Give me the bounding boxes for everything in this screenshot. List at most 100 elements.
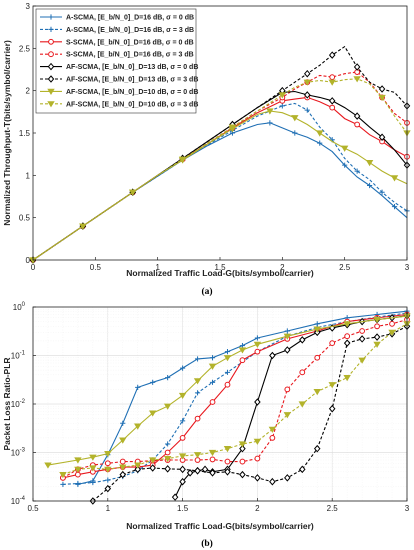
chart-a-series-1-point — [317, 140, 323, 146]
chart-b-series — [44, 308, 411, 505]
chart-a-ytick-label: 2.5 — [19, 44, 31, 53]
legend-swatch-marker — [48, 26, 54, 32]
chart-b-series-7-point — [148, 410, 157, 417]
chart-b-series-6-point — [358, 335, 366, 343]
chart-b-ytick-label: 10-2 — [11, 399, 26, 409]
chart-b-series-7-point — [193, 378, 202, 385]
chart-b-series-8-point — [119, 464, 127, 471]
chart-b-series-8-point — [373, 341, 381, 348]
chart-a-series-2-point — [379, 189, 385, 195]
chart-a-xtick-label: 0 — [31, 263, 36, 272]
chart-b-series-2-point — [60, 481, 66, 487]
chart-b-series-5-point — [171, 493, 179, 501]
chart-a-xtick-label: 3 — [405, 263, 410, 272]
legend-item: A-SCMA, [E_b/N_0]_D=16 dB, σ = 0 dB — [40, 14, 194, 22]
chart-a-series-3-point — [329, 104, 336, 111]
chart-b-series-8-point — [328, 382, 336, 389]
chart-b-series-4-point — [194, 457, 201, 463]
chart-b-series-1-line — [77, 310, 408, 485]
chart-b-ytick-label: 10-4 — [11, 496, 26, 506]
chart-b-ticks: 0.5 1 1.5 2 2.5 3 10-4 10-3 10-2 10-1 100 — [11, 302, 410, 513]
chart-b-series-5-point — [254, 398, 261, 406]
chart-a-series-7-point — [340, 145, 349, 152]
chart-b-series-8-line — [62, 323, 408, 476]
chart-b-series-4-point — [374, 323, 380, 330]
chart-b-series-7-point — [178, 392, 187, 400]
chart-b-series-4-point — [269, 435, 276, 441]
chart-a-series-7-point — [365, 160, 374, 167]
chart-b-xtick-label: 3 — [405, 504, 410, 513]
chart-b-series-8-point — [208, 449, 217, 457]
chart-b-series-8-point — [59, 472, 67, 479]
chart-b-series-1-point — [209, 355, 216, 361]
chart-a-series-6-point — [378, 85, 386, 93]
legend-item: AF-SCMA, [E_b/N_0]_D=10 dB, σ = 3 dB — [40, 101, 198, 108]
chart-a-series-7-point — [390, 175, 399, 182]
chart-a-xtick-label: 2.5 — [339, 263, 351, 272]
chart-b-xtick-label: 1.5 — [177, 504, 189, 513]
chart-b-series-4-point — [104, 460, 111, 467]
chart-b-ylabel: Packet Loss Ratio-PLR — [2, 357, 12, 450]
chart-b-series-3-point — [179, 435, 186, 441]
legend-label: S-SCMA, [E_b/N_0]_D=16 dB, σ = 3 dB — [66, 52, 194, 59]
chart-a-ytick-label: 0 — [26, 256, 31, 265]
chart-b-series-8-point — [134, 462, 142, 469]
chart-a-xlabel: Normalized Traffic Load-G(bits/symbol/ca… — [126, 268, 314, 278]
chart-a-series-7-point — [266, 108, 274, 115]
chart-a-ylabel: Normalized Throughput-T(bits/symbol/carr… — [2, 40, 12, 226]
chart-b-series-6-point — [224, 468, 231, 476]
chart-a-series-8-point — [79, 223, 87, 230]
chart-b-series-5-point — [186, 469, 194, 477]
chart-b-series-7-point — [313, 326, 321, 333]
chart-b-series-8-point — [178, 453, 187, 460]
chart-a-series-5-point — [353, 112, 361, 120]
legend-label: AF-SCMA, [E_b/N_0]_D=10 dB, σ = 3 dB — [66, 101, 198, 108]
chart-a-series-8-point — [353, 76, 361, 83]
chart-b-series-5-point — [299, 336, 306, 344]
chart-a-series-6-point — [328, 51, 336, 59]
chart-b-series-7-point — [119, 437, 127, 444]
chart-a-series-1-point — [342, 162, 348, 168]
chart-b-series-7-point — [163, 403, 172, 410]
chart-a-series-1-point — [267, 120, 273, 126]
chart-a-ytick-label: 2 — [26, 87, 31, 96]
chart-b-series-7-point — [373, 316, 381, 324]
chart-b-series-7-point — [104, 450, 112, 458]
chart-b-xtick-label: 0.5 — [27, 504, 39, 513]
chart-b-ytick-label: 100 — [13, 302, 26, 312]
chart-b-series-7-point — [343, 321, 351, 328]
chart-b-series-2-point — [75, 480, 81, 487]
legend-item: AF-SCMA, [E_b/N_0]_D=13 dB, σ = 3 dB — [40, 75, 198, 84]
chart-a-series-7-point — [291, 115, 299, 122]
chart-b-series-5-point — [284, 346, 291, 354]
legend-label: AF-SCMA, [E_b/N_0]_D=10 dB, σ = 0 dB — [66, 89, 198, 96]
chart-b-series-8-point — [253, 438, 262, 445]
legend-label: A-SCMA, [E_b/N_0]_D=16 dB, σ = 0 dB — [66, 15, 194, 22]
legend-label: A-SCMA, [E_b/N_0]_D=16 dB, σ = 3 dB — [66, 27, 194, 34]
chart-a-series-6-point — [353, 63, 361, 71]
chart-b-series-4 — [60, 316, 410, 481]
chart-a-series-5-point — [378, 133, 386, 141]
chart-b-series-6-point — [269, 477, 276, 486]
chart-a-series-8-point — [303, 79, 311, 86]
chart-b-series-3-point — [164, 449, 171, 456]
chart-a-xtick-label: 2 — [280, 263, 285, 272]
chart-a-series-7-point — [316, 130, 324, 137]
chart-b-series-4-point — [329, 340, 336, 347]
chart-b-series-8-point — [74, 466, 82, 473]
legend-swatch-marker — [48, 38, 54, 45]
chart-b-series-8-point — [283, 412, 292, 419]
chart-b-series-8-point — [223, 446, 232, 453]
chart-b-series-1-point — [120, 420, 126, 426]
chart-b-series-8-point — [238, 441, 247, 448]
chart-b-series-7-point — [208, 363, 217, 370]
chart-b-xtick-label: 2 — [255, 504, 260, 513]
chart-b-series-1-point — [194, 356, 201, 362]
chart-b-series-4-point — [224, 458, 231, 465]
chart-b-series-5-point — [201, 465, 209, 474]
chart-a-series-8-point — [129, 189, 137, 196]
chart-a-series-2-point — [354, 168, 360, 174]
chart-b-series-4-point — [359, 328, 366, 334]
chart-a-series — [29, 45, 411, 264]
